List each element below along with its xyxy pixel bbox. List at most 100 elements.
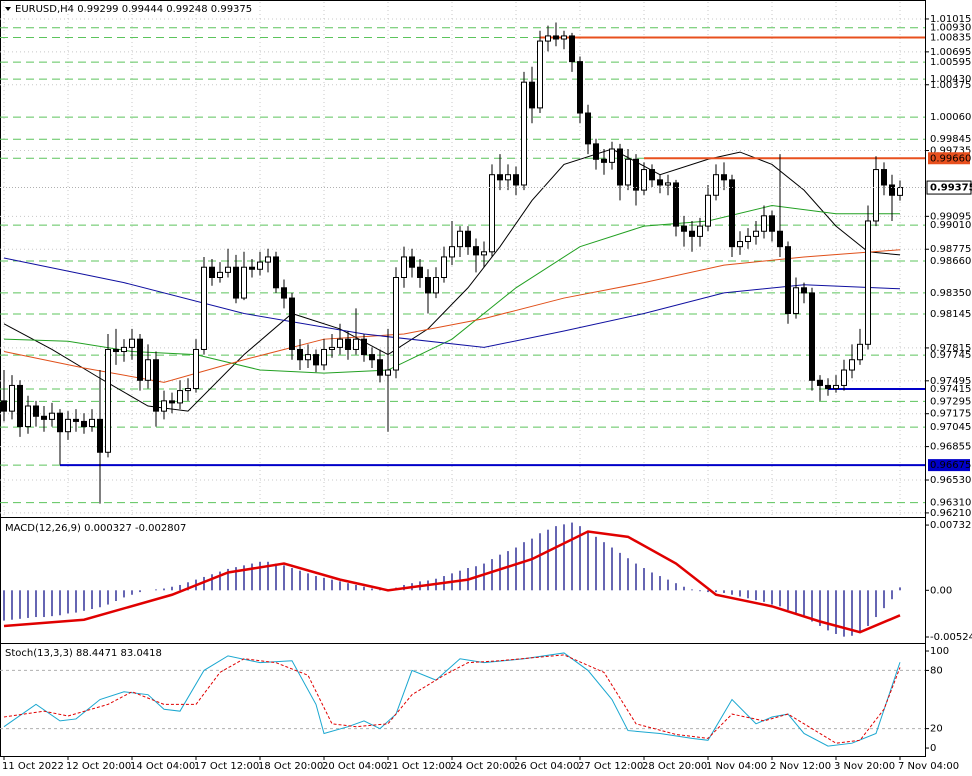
moving-average xyxy=(3,205,900,374)
candle-body xyxy=(465,230,471,248)
y-tick-label: 0.96855 xyxy=(930,442,971,453)
candle-body xyxy=(521,81,527,186)
x-tick-label: 26 Oct 04:00 xyxy=(514,761,579,772)
candle-body xyxy=(297,348,303,361)
candle-body xyxy=(457,230,463,248)
candle-body xyxy=(425,277,431,294)
candle-body xyxy=(873,169,879,222)
level-label: 0.99010 xyxy=(930,220,971,231)
candle-body xyxy=(401,256,407,279)
menu-arrow[interactable] xyxy=(5,7,11,11)
y-tick-label: 0.97815 xyxy=(930,343,971,354)
candle-body xyxy=(289,297,295,350)
candle-body xyxy=(473,246,479,256)
candle-body xyxy=(73,418,79,422)
candle-body xyxy=(449,246,455,258)
candle-body xyxy=(601,158,607,163)
candle-body xyxy=(537,40,543,109)
candle-body xyxy=(153,359,159,412)
candle-body xyxy=(649,169,655,181)
candle-body xyxy=(129,338,135,348)
candle-body xyxy=(321,348,327,366)
candle-body xyxy=(481,251,487,256)
candle-body xyxy=(89,418,95,428)
candle-body xyxy=(505,174,511,181)
x-tick-label: 28 Oct 20:00 xyxy=(642,761,707,772)
candle-body xyxy=(105,348,111,453)
candle-body xyxy=(225,266,231,273)
level-label-bg xyxy=(928,152,970,165)
candle-body xyxy=(281,287,287,299)
y-tick-label: 20 xyxy=(930,724,943,735)
y-tick-label: 0.96210 xyxy=(930,508,971,519)
candle-body xyxy=(217,271,223,279)
candle-body xyxy=(577,61,583,114)
level-label: 1.00430 xyxy=(930,74,971,85)
candle-body xyxy=(145,359,151,381)
candle-body xyxy=(529,81,535,109)
level-label: 0.97415 xyxy=(930,384,971,395)
stoch-signal xyxy=(3,654,901,744)
candle-body xyxy=(665,182,671,186)
candle-body xyxy=(273,256,279,289)
x-tick-label: 11 Oct 2022 xyxy=(2,761,64,772)
candle-body xyxy=(553,35,559,40)
candle-body xyxy=(65,418,71,433)
candle-body xyxy=(81,420,87,428)
candle-body xyxy=(673,182,679,227)
candle-body xyxy=(121,346,127,353)
candle-body xyxy=(785,246,791,314)
candle-body xyxy=(377,359,383,376)
level-label: 0.97045 xyxy=(930,422,971,433)
candle-body xyxy=(441,256,447,279)
candle-body xyxy=(257,261,263,270)
candle-body xyxy=(353,338,359,350)
candle-body xyxy=(585,112,591,145)
y-tick-label: 100 xyxy=(930,646,949,657)
y-tick-label: 0.98775 xyxy=(930,244,971,255)
level-label: 0.96310 xyxy=(930,498,971,509)
candle-body xyxy=(193,348,199,390)
y-tick-label: 0.99735 xyxy=(930,146,971,157)
x-tick-label: 1 Nov 04:00 xyxy=(706,761,767,772)
candle-body xyxy=(249,266,255,270)
candle-body xyxy=(769,215,775,232)
candle-body xyxy=(17,384,23,428)
candle-body xyxy=(409,256,415,268)
y-tick-label: 0.00 xyxy=(930,585,952,596)
candle-body xyxy=(137,338,143,381)
candle-body xyxy=(169,400,175,404)
moving-average xyxy=(3,257,901,348)
candle-body xyxy=(361,338,367,356)
candle-body xyxy=(97,418,103,453)
candle-body xyxy=(185,388,191,392)
x-tick-label: 3 Nov 20:00 xyxy=(834,761,895,772)
candle-body xyxy=(641,169,647,191)
candle-body xyxy=(25,405,31,428)
candle-body xyxy=(793,287,799,314)
candle-body xyxy=(233,266,239,299)
macd-signal xyxy=(3,530,901,634)
candle-body xyxy=(369,354,375,361)
candle-body xyxy=(57,412,63,433)
indicator-label: Stoch(13,3,3) 88.4471 83.0418 xyxy=(5,648,162,659)
y-tick-label: 0 xyxy=(930,743,936,754)
y-tick-label: 0.97175 xyxy=(930,409,971,420)
candle-body xyxy=(593,143,599,160)
y-tick-label: -0.00524 xyxy=(930,632,972,643)
candle-body xyxy=(209,266,215,279)
candle-body xyxy=(265,256,271,263)
candle-body xyxy=(393,277,399,371)
candle-body xyxy=(753,230,759,237)
candle-body xyxy=(241,266,247,299)
candle-body xyxy=(345,338,351,350)
x-tick-label: 20 Oct 04:00 xyxy=(322,761,387,772)
candle-body xyxy=(729,179,735,248)
moving-average xyxy=(3,148,901,412)
candle-body xyxy=(777,230,783,248)
chart-title: EURUSD,H4 0.99299 0.99444 0.99248 0.9937… xyxy=(15,4,252,15)
candle-body xyxy=(713,174,719,196)
last-price-box xyxy=(926,180,972,195)
level-label-bg xyxy=(928,459,970,472)
candle-body xyxy=(545,35,551,42)
